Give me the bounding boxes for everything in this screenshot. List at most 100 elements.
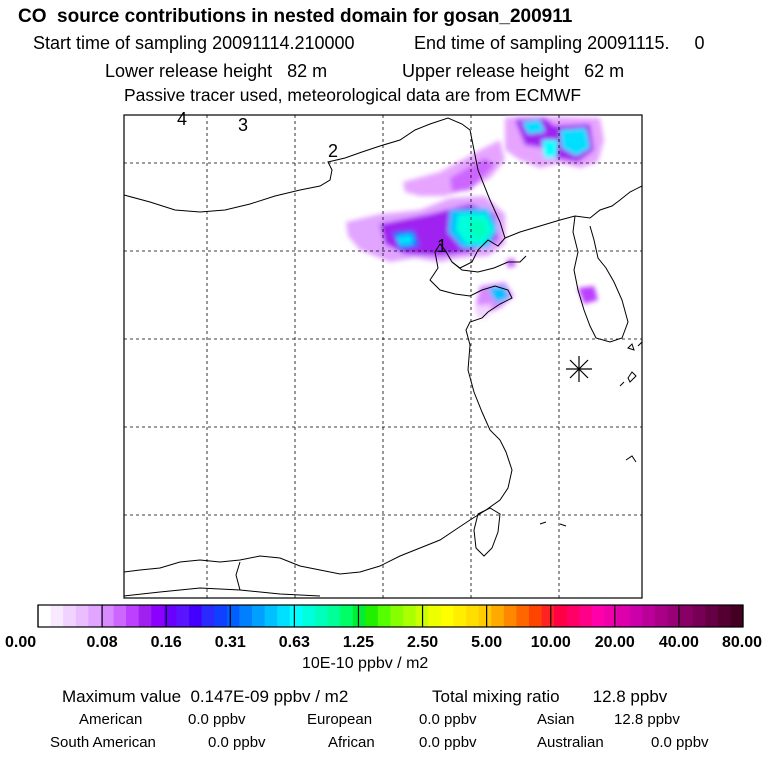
- colorbar-swatch: [730, 605, 744, 627]
- map-gridlines: [124, 115, 642, 598]
- colorbar-swatch: [113, 605, 127, 627]
- colorbar-swatch: [63, 605, 77, 627]
- colorbar-swatch: [428, 605, 442, 627]
- colorbar-tick-label: 5.00: [471, 634, 502, 651]
- colorbar-swatch: [88, 605, 102, 627]
- coastlines: [124, 117, 642, 597]
- units-label: 10E-10 ppbv / m2: [302, 655, 429, 672]
- australian-label: Australian: [537, 734, 604, 751]
- colorbar-swatch: [189, 605, 203, 627]
- colorbar-swatch: [176, 605, 190, 627]
- colorbar-tick-label: 0.16: [151, 634, 182, 651]
- colorbar-swatch: [138, 605, 152, 627]
- colorbar-swatch: [478, 605, 492, 627]
- colorbar-swatch: [403, 605, 417, 627]
- colorbar-swatch: [579, 605, 593, 627]
- colorbar-swatch: [201, 605, 215, 627]
- colorbar-tick-label: 80.00: [722, 634, 762, 651]
- colorbar-swatch: [717, 605, 731, 627]
- colorbar-swatch: [75, 605, 89, 627]
- colorbar-swatch: [617, 605, 631, 627]
- colorbar-tick-label: 10.00: [531, 634, 571, 651]
- colorbar-swatch: [390, 605, 404, 627]
- colorbar-swatch: [680, 605, 694, 627]
- african-value: 0.0 ppbv: [419, 734, 477, 751]
- australian-value: 0.0 ppbv: [651, 734, 709, 751]
- site-label-3: 3: [238, 115, 248, 135]
- plume-northeast: [505, 116, 604, 168]
- colorbar-swatch: [340, 605, 354, 627]
- colorbar-tick-label: 2.50: [407, 634, 438, 651]
- plume-korea: [578, 286, 598, 304]
- colorbar: [37, 604, 744, 628]
- south-american-value: 0.0 ppbv: [208, 734, 266, 751]
- colorbar-swatch: [491, 605, 505, 627]
- colorbar-swatch: [554, 605, 568, 627]
- colorbar-swatch: [705, 605, 719, 627]
- sampling-end-label: End time of sampling 20091115. 0: [414, 33, 705, 53]
- site-label-2: 2: [328, 141, 338, 161]
- plume-shandong: [474, 258, 516, 318]
- colorbar-swatch: [327, 605, 341, 627]
- colorbar-swatch: [126, 605, 140, 627]
- lower-release-height: Lower release height 82 m: [105, 61, 328, 81]
- colorbar-tick-label: 0.63: [279, 634, 310, 651]
- colorbar-swatch: [642, 605, 656, 627]
- colorbar-swatch: [667, 605, 681, 627]
- plume-band: [403, 140, 505, 196]
- colorbar-swatch: [252, 605, 266, 627]
- american-label: American: [79, 711, 143, 728]
- colorbar-swatch: [277, 605, 291, 627]
- colorbar-swatch: [163, 605, 177, 627]
- colorbar-swatch: [654, 605, 668, 627]
- colorbar-swatch: [516, 605, 530, 627]
- sampling-start-label: Start time of sampling 20091114.210000: [33, 33, 355, 53]
- chart-title: CO source contributions in nested domain…: [18, 6, 573, 27]
- upper-release-height: Upper release height 62 m: [402, 61, 625, 81]
- colorbar-tick-labels: 0.00 0.08 0.16 0.31 0.63 1.25 2.50 5.00 10.00 20.…: [5, 634, 762, 651]
- gosan-site-asterisk-icon: [566, 356, 592, 382]
- colorbar-tick-label: 0.31: [215, 634, 246, 651]
- colorbar-swatch: [629, 605, 643, 627]
- south-american-label: South American: [50, 734, 156, 751]
- asian-value: 12.8 ppbv: [614, 711, 680, 728]
- colorbar-swatch: [226, 605, 240, 627]
- colorbar-swatch: [591, 605, 605, 627]
- colorbar-swatch: [692, 605, 706, 627]
- colorbar-swatch: [503, 605, 517, 627]
- plume-beijing: [346, 196, 505, 262]
- european-value: 0.0 ppbv: [419, 711, 477, 728]
- colorbar-swatch: [604, 605, 618, 627]
- colorbar-swatch: [239, 605, 253, 627]
- colorbar-tick-label: 0.00: [5, 634, 36, 651]
- african-label: African: [328, 734, 375, 751]
- american-value: 0.0 ppbv: [188, 711, 246, 728]
- site-label-1: 1: [437, 236, 447, 256]
- total-mixing-ratio: Total mixing ratio 12.8 ppbv: [432, 687, 668, 706]
- colorbar-swatch: [302, 605, 316, 627]
- tracer-note: Passive tracer used, meteorological data…: [124, 85, 582, 105]
- colorbar-swatch: [453, 605, 467, 627]
- colorbar-swatch: [50, 605, 64, 627]
- asian-label: Asian: [537, 711, 575, 728]
- colorbar-tick-label: 40.00: [659, 634, 699, 651]
- colorbar-swatch: [466, 605, 480, 627]
- colorbar-swatch: [377, 605, 391, 627]
- colorbar-swatch: [352, 605, 366, 627]
- colorbar-swatch: [100, 605, 114, 627]
- colorbar-tick-label: 20.00: [595, 634, 635, 651]
- site-label-4: 4: [177, 109, 187, 129]
- colorbar-swatch: [440, 605, 454, 627]
- colorbar-swatch: [38, 605, 51, 627]
- colorbar-swatch: [566, 605, 580, 627]
- colorbar-tick-label: 0.08: [87, 634, 118, 651]
- colorbar-tick-label: 1.25: [343, 634, 374, 651]
- colorbar-swatch: [541, 605, 555, 627]
- colorbar-swatch: [214, 605, 228, 627]
- colorbar-swatch: [365, 605, 379, 627]
- max-value-label: Maximum value 0.147E-09 ppbv / m2: [62, 687, 349, 706]
- colorbar-swatch: [314, 605, 328, 627]
- european-label: European: [307, 711, 373, 728]
- colorbar-swatch: [289, 605, 303, 627]
